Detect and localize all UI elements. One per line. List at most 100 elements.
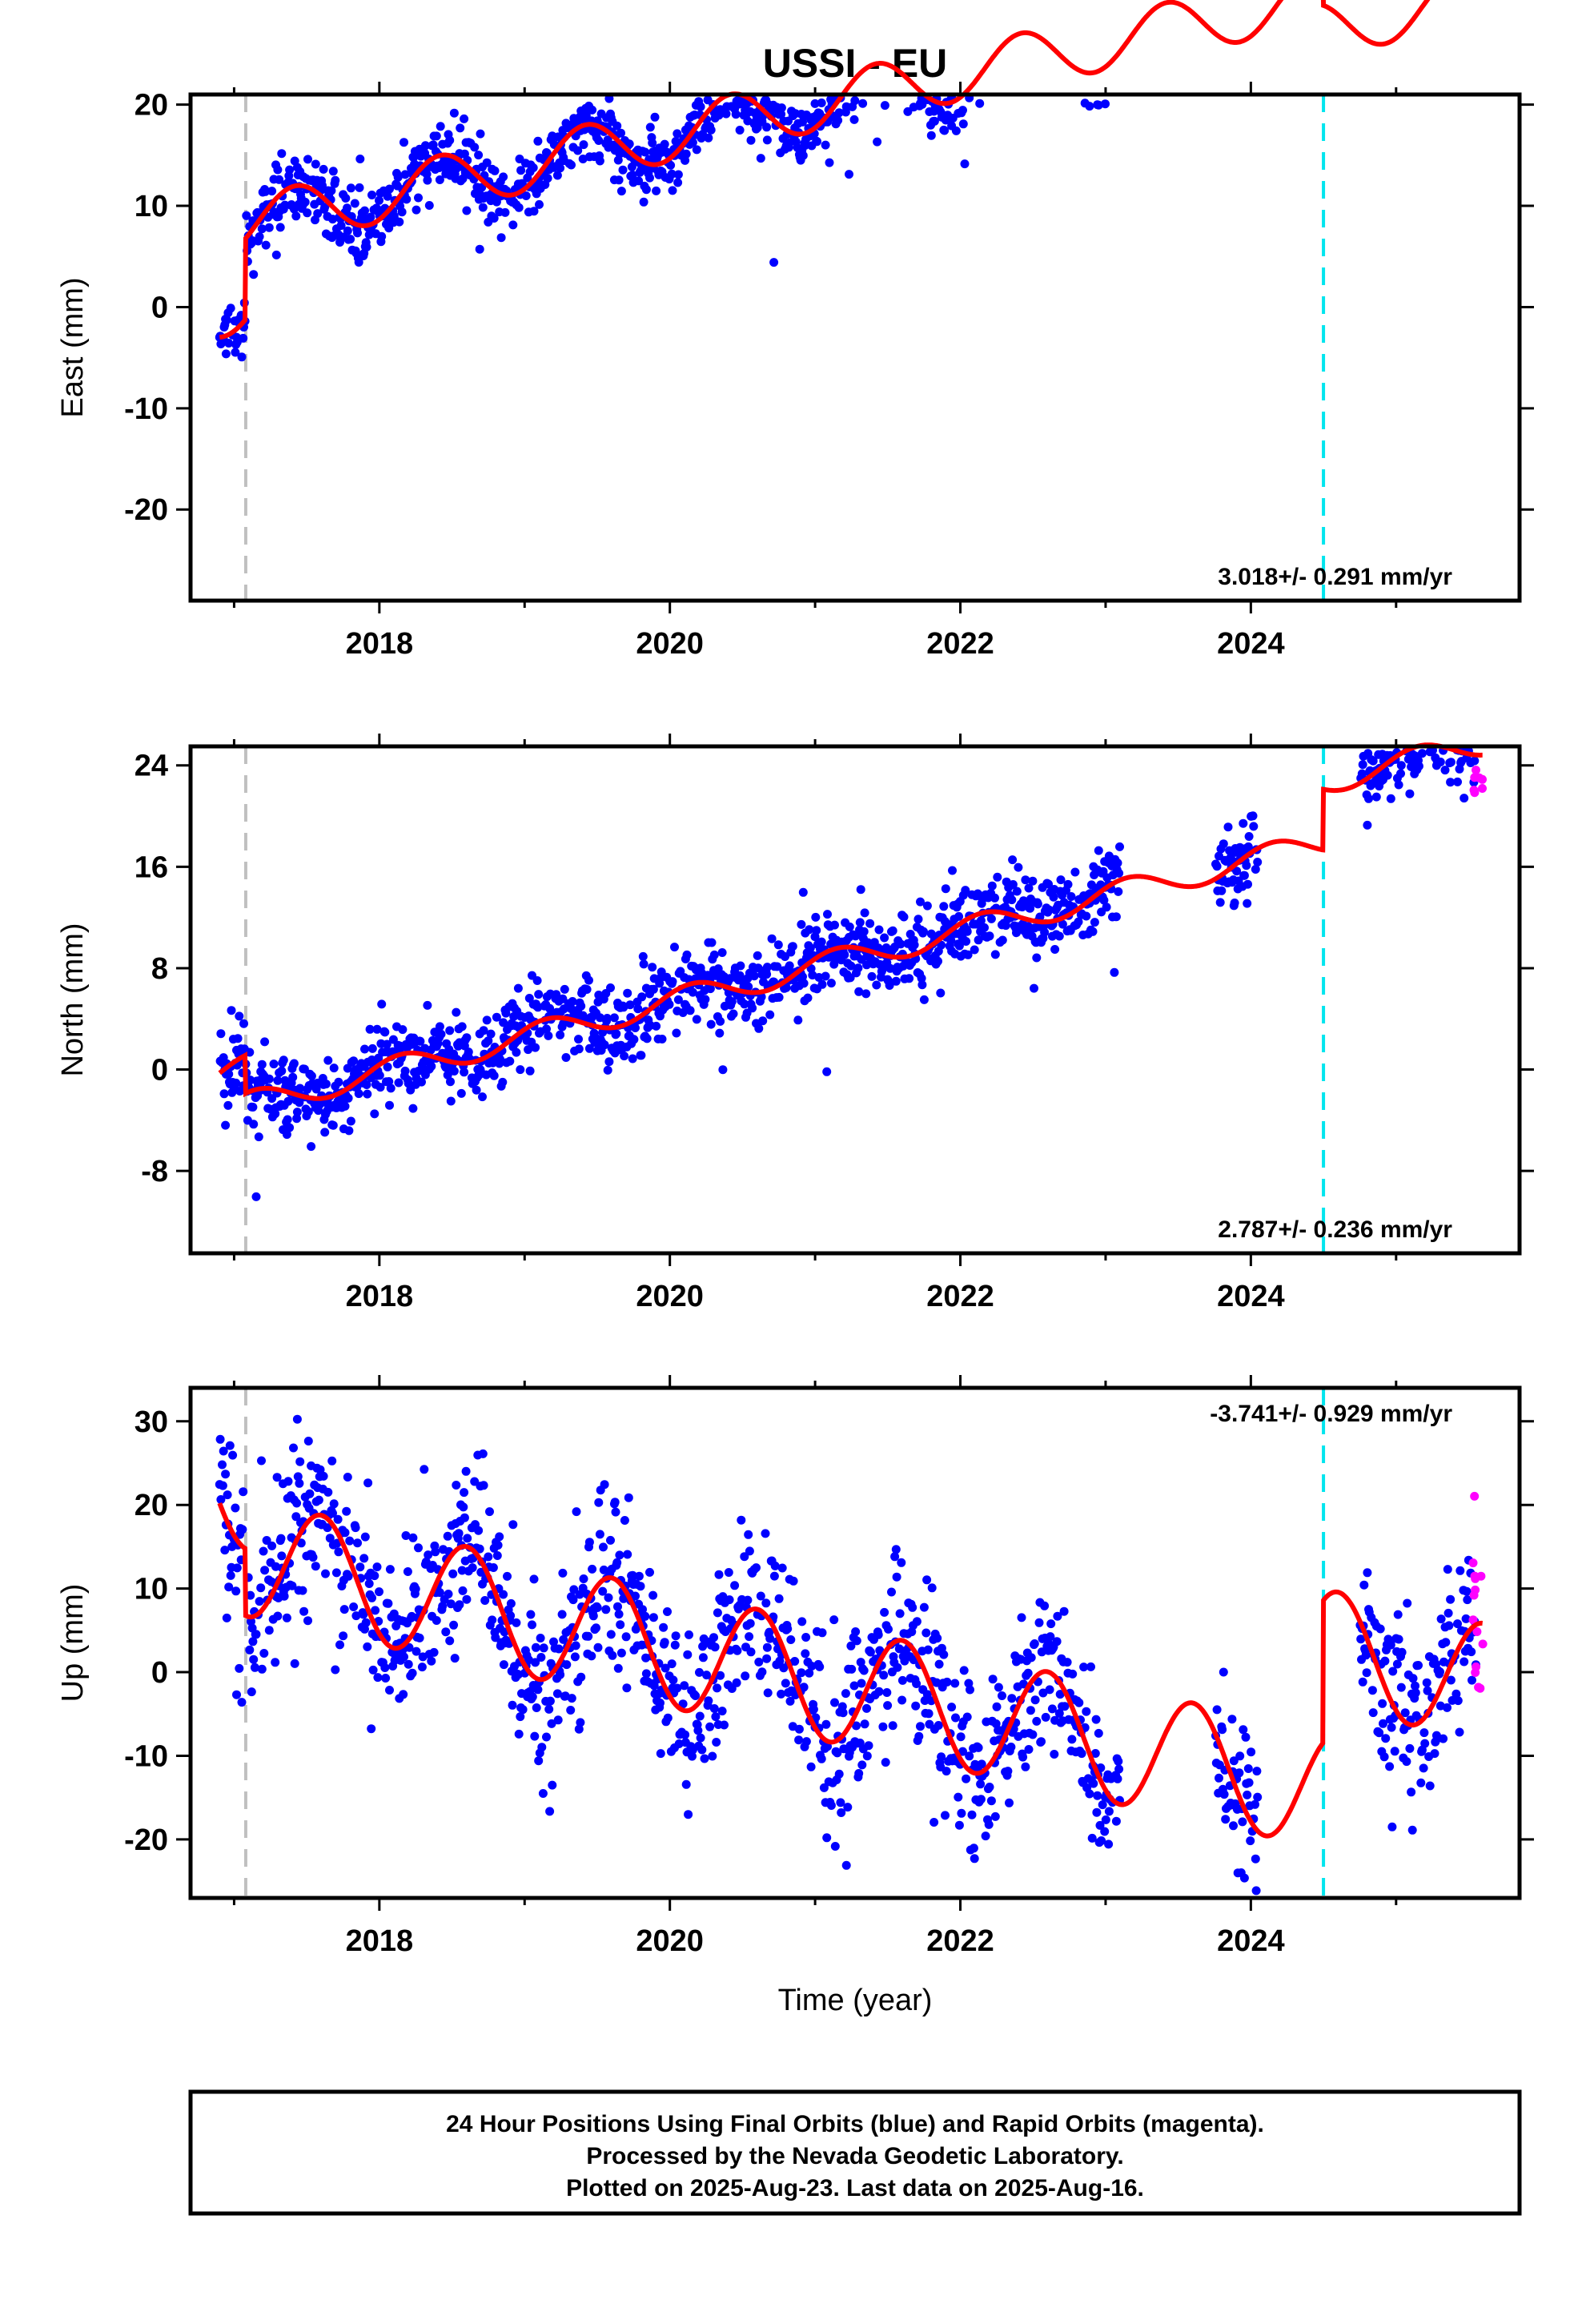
final-point <box>609 1013 619 1023</box>
final-point <box>1375 1624 1385 1634</box>
final-point <box>489 214 499 223</box>
final-point <box>801 1737 811 1747</box>
final-point <box>830 920 839 930</box>
final-point <box>239 1019 248 1028</box>
final-point <box>1095 1820 1105 1830</box>
final-point <box>552 171 562 180</box>
final-point <box>798 887 808 897</box>
final-point <box>638 951 648 961</box>
final-point <box>691 1691 701 1700</box>
final-point <box>1086 1662 1095 1671</box>
final-point <box>282 1613 291 1622</box>
y-tick-label: 24 <box>135 750 168 783</box>
final-point <box>424 1550 433 1560</box>
final-point <box>781 1679 790 1688</box>
final-point <box>505 1056 515 1066</box>
final-point <box>282 1130 291 1140</box>
final-point <box>704 1696 713 1706</box>
final-point <box>1217 886 1227 895</box>
final-point <box>688 1751 697 1761</box>
final-point <box>548 1780 557 1790</box>
final-point <box>1419 1728 1429 1738</box>
final-point <box>942 1677 952 1687</box>
final-point <box>516 1712 525 1722</box>
final-point <box>1394 780 1403 790</box>
final-point <box>794 1724 804 1734</box>
final-point <box>685 1630 693 1639</box>
final-point <box>512 1047 521 1057</box>
final-point <box>852 1721 861 1731</box>
final-point <box>251 1630 261 1639</box>
final-point <box>1411 1688 1420 1698</box>
final-point <box>825 158 834 167</box>
final-point <box>865 919 875 928</box>
final-point <box>880 1607 889 1617</box>
final-point <box>680 1681 689 1691</box>
final-point <box>834 108 844 118</box>
final-point <box>479 1481 488 1490</box>
final-point <box>967 1810 977 1819</box>
final-point <box>319 1471 328 1481</box>
final-point <box>311 1562 320 1571</box>
final-point <box>980 923 989 932</box>
final-point <box>458 1586 468 1595</box>
final-point <box>857 1679 866 1688</box>
final-point <box>665 999 674 1009</box>
final-point <box>628 1054 637 1063</box>
final-point <box>1244 832 1254 841</box>
final-point <box>1037 1647 1046 1657</box>
final-point <box>1248 811 1258 821</box>
final-point <box>224 339 234 348</box>
final-point <box>275 223 285 232</box>
final-point <box>1006 1743 1016 1751</box>
final-point <box>535 199 544 209</box>
final-point <box>488 1563 498 1572</box>
final-point <box>883 1701 893 1711</box>
final-point <box>383 1062 392 1072</box>
final-point <box>567 160 576 170</box>
final-point <box>367 191 376 199</box>
final-point <box>543 174 552 183</box>
final-point <box>674 1739 684 1748</box>
final-point <box>909 940 919 950</box>
final-point <box>249 270 259 279</box>
final-point <box>930 116 939 126</box>
final-point <box>354 1089 363 1099</box>
final-point <box>1111 1816 1121 1826</box>
final-point <box>1368 756 1378 766</box>
final-point <box>516 166 526 175</box>
final-point <box>1054 1709 1064 1718</box>
final-point <box>834 1769 844 1779</box>
final-point <box>283 1115 292 1124</box>
y-tick-label: 10 <box>135 1573 168 1606</box>
final-point <box>531 1658 540 1667</box>
final-point <box>705 1722 715 1731</box>
final-point <box>1030 983 1038 993</box>
y-tick-label: 30 <box>135 1405 168 1439</box>
final-point <box>1046 1619 1056 1629</box>
final-point <box>445 135 455 145</box>
final-point <box>833 115 843 125</box>
final-point <box>446 1599 456 1609</box>
rapid-point <box>1470 1491 1480 1501</box>
final-point <box>264 223 274 232</box>
final-point <box>579 1574 588 1583</box>
plot-area <box>191 746 1520 1253</box>
final-point <box>838 1708 848 1718</box>
final-point <box>1050 945 1060 954</box>
final-point <box>531 1043 540 1052</box>
final-point <box>526 1610 536 1619</box>
final-point <box>709 950 719 959</box>
final-point <box>614 1610 624 1619</box>
final-point <box>468 1563 477 1573</box>
final-point <box>345 1536 355 1546</box>
final-point <box>777 1563 787 1573</box>
final-point <box>1251 1854 1260 1864</box>
final-point <box>1235 1751 1245 1761</box>
final-point <box>582 985 592 994</box>
final-point <box>255 1597 264 1606</box>
final-point <box>375 1587 383 1597</box>
final-point <box>917 974 926 983</box>
final-point <box>612 1029 621 1039</box>
final-point <box>303 1107 313 1116</box>
